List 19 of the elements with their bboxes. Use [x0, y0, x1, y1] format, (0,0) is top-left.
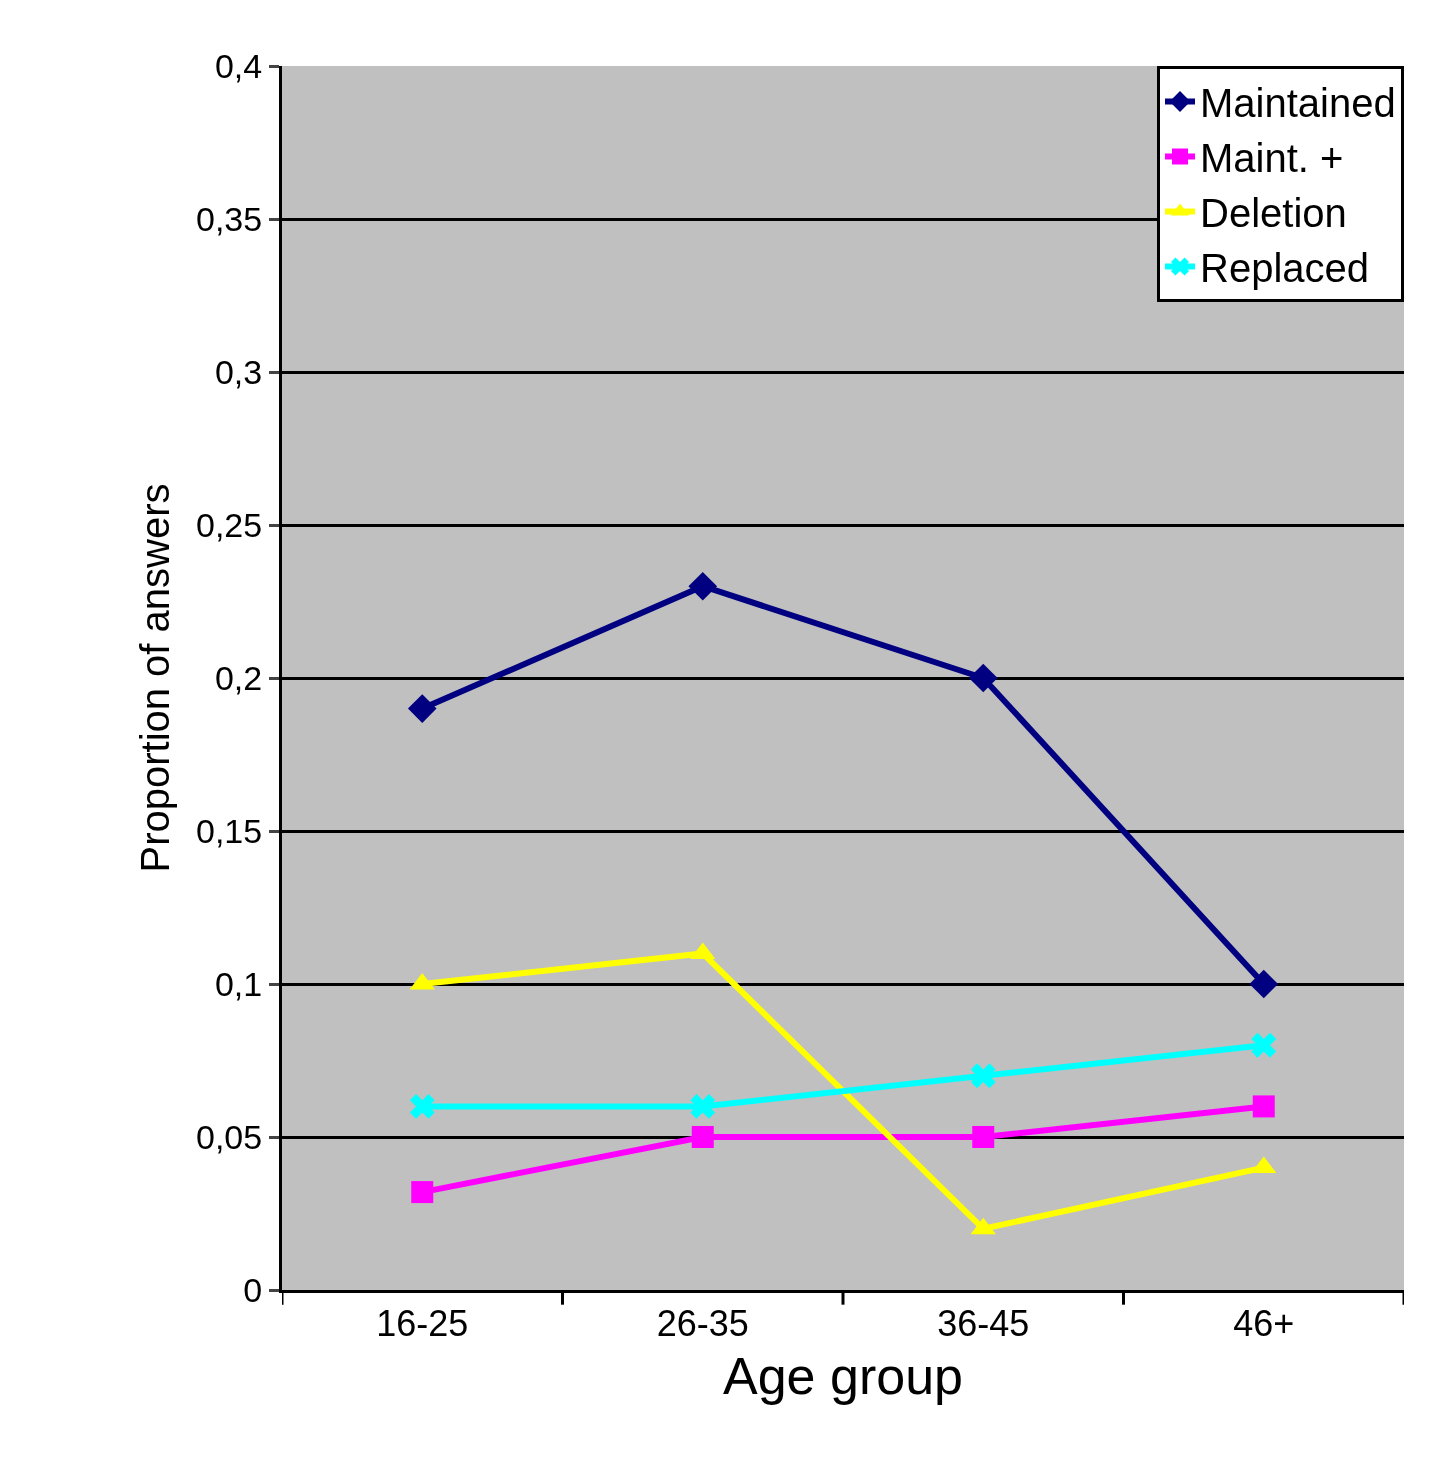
legend-label: Maint. + — [1200, 136, 1344, 181]
x-tick-label: 36-45 — [937, 1303, 1030, 1345]
legend-label: Deletion — [1200, 191, 1347, 236]
y-tick-label: 0,3 — [214, 352, 263, 391]
y-axis-title: Proportion of answers — [132, 483, 177, 873]
y-tick-label: 0 — [243, 1270, 263, 1309]
y-tick-label: 0,4 — [214, 46, 263, 85]
y-tick-label: 0,25 — [196, 505, 263, 544]
y-tick-label: 0,05 — [196, 1117, 263, 1156]
x-tick-label: 16-25 — [376, 1303, 469, 1345]
x-tick-label: 46+ — [1233, 1303, 1295, 1345]
legend-label: Replaced — [1200, 246, 1370, 291]
y-tick-label: 0,35 — [196, 199, 263, 238]
y-tick-label: 0,1 — [214, 964, 263, 1003]
x-axis-title: Age group — [723, 1347, 963, 1406]
y-tick-label: 0,2 — [214, 658, 263, 697]
legend-label: Maintained — [1200, 81, 1396, 126]
x-tick-label: 26-35 — [656, 1303, 749, 1345]
y-tick-label: 0,15 — [196, 811, 263, 850]
